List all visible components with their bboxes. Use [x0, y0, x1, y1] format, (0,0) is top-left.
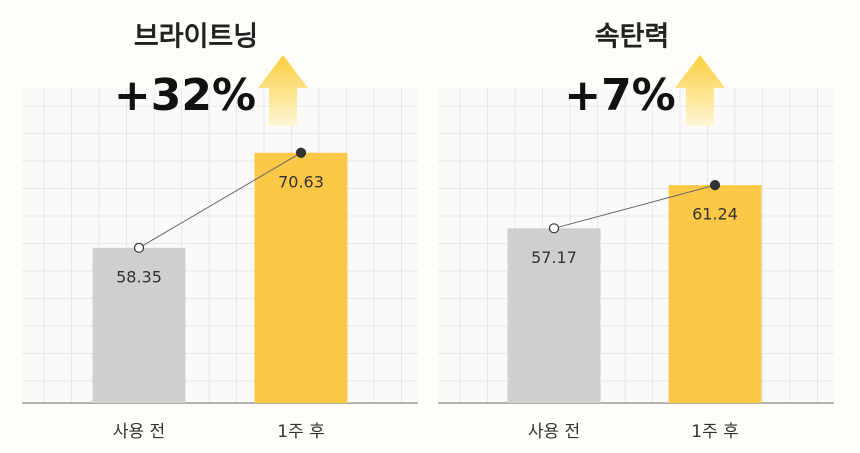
point: [709, 180, 721, 191]
value-label: 70.63: [278, 172, 324, 191]
plot-area: [22, 88, 418, 403]
trend-line: [553, 184, 716, 229]
annotation: +7%: [564, 70, 676, 121]
arrow-icon: [258, 55, 308, 126]
value-label: 61.24: [692, 205, 738, 224]
bar: [507, 228, 601, 403]
bar: [254, 152, 348, 403]
bar: [668, 185, 762, 403]
bar: [92, 247, 186, 403]
x-tick-label: 1주 후: [691, 422, 739, 442]
x-tick-label: 사용 전: [113, 422, 165, 442]
x-tick-label: 1주 후: [277, 422, 325, 442]
arrow-icon: [675, 55, 725, 126]
trend-line: [138, 152, 302, 249]
x-tick-label: 사용 전: [528, 422, 580, 442]
chart-title: 브라이트닝: [134, 22, 258, 53]
value-label: 57.17: [531, 248, 577, 267]
plot-area: [438, 88, 834, 403]
chart-title: 속탄력: [595, 22, 670, 53]
value-label: 58.35: [116, 267, 162, 286]
point: [133, 242, 145, 253]
point: [548, 223, 560, 234]
annotation: +32%: [114, 70, 256, 121]
point: [295, 147, 307, 158]
